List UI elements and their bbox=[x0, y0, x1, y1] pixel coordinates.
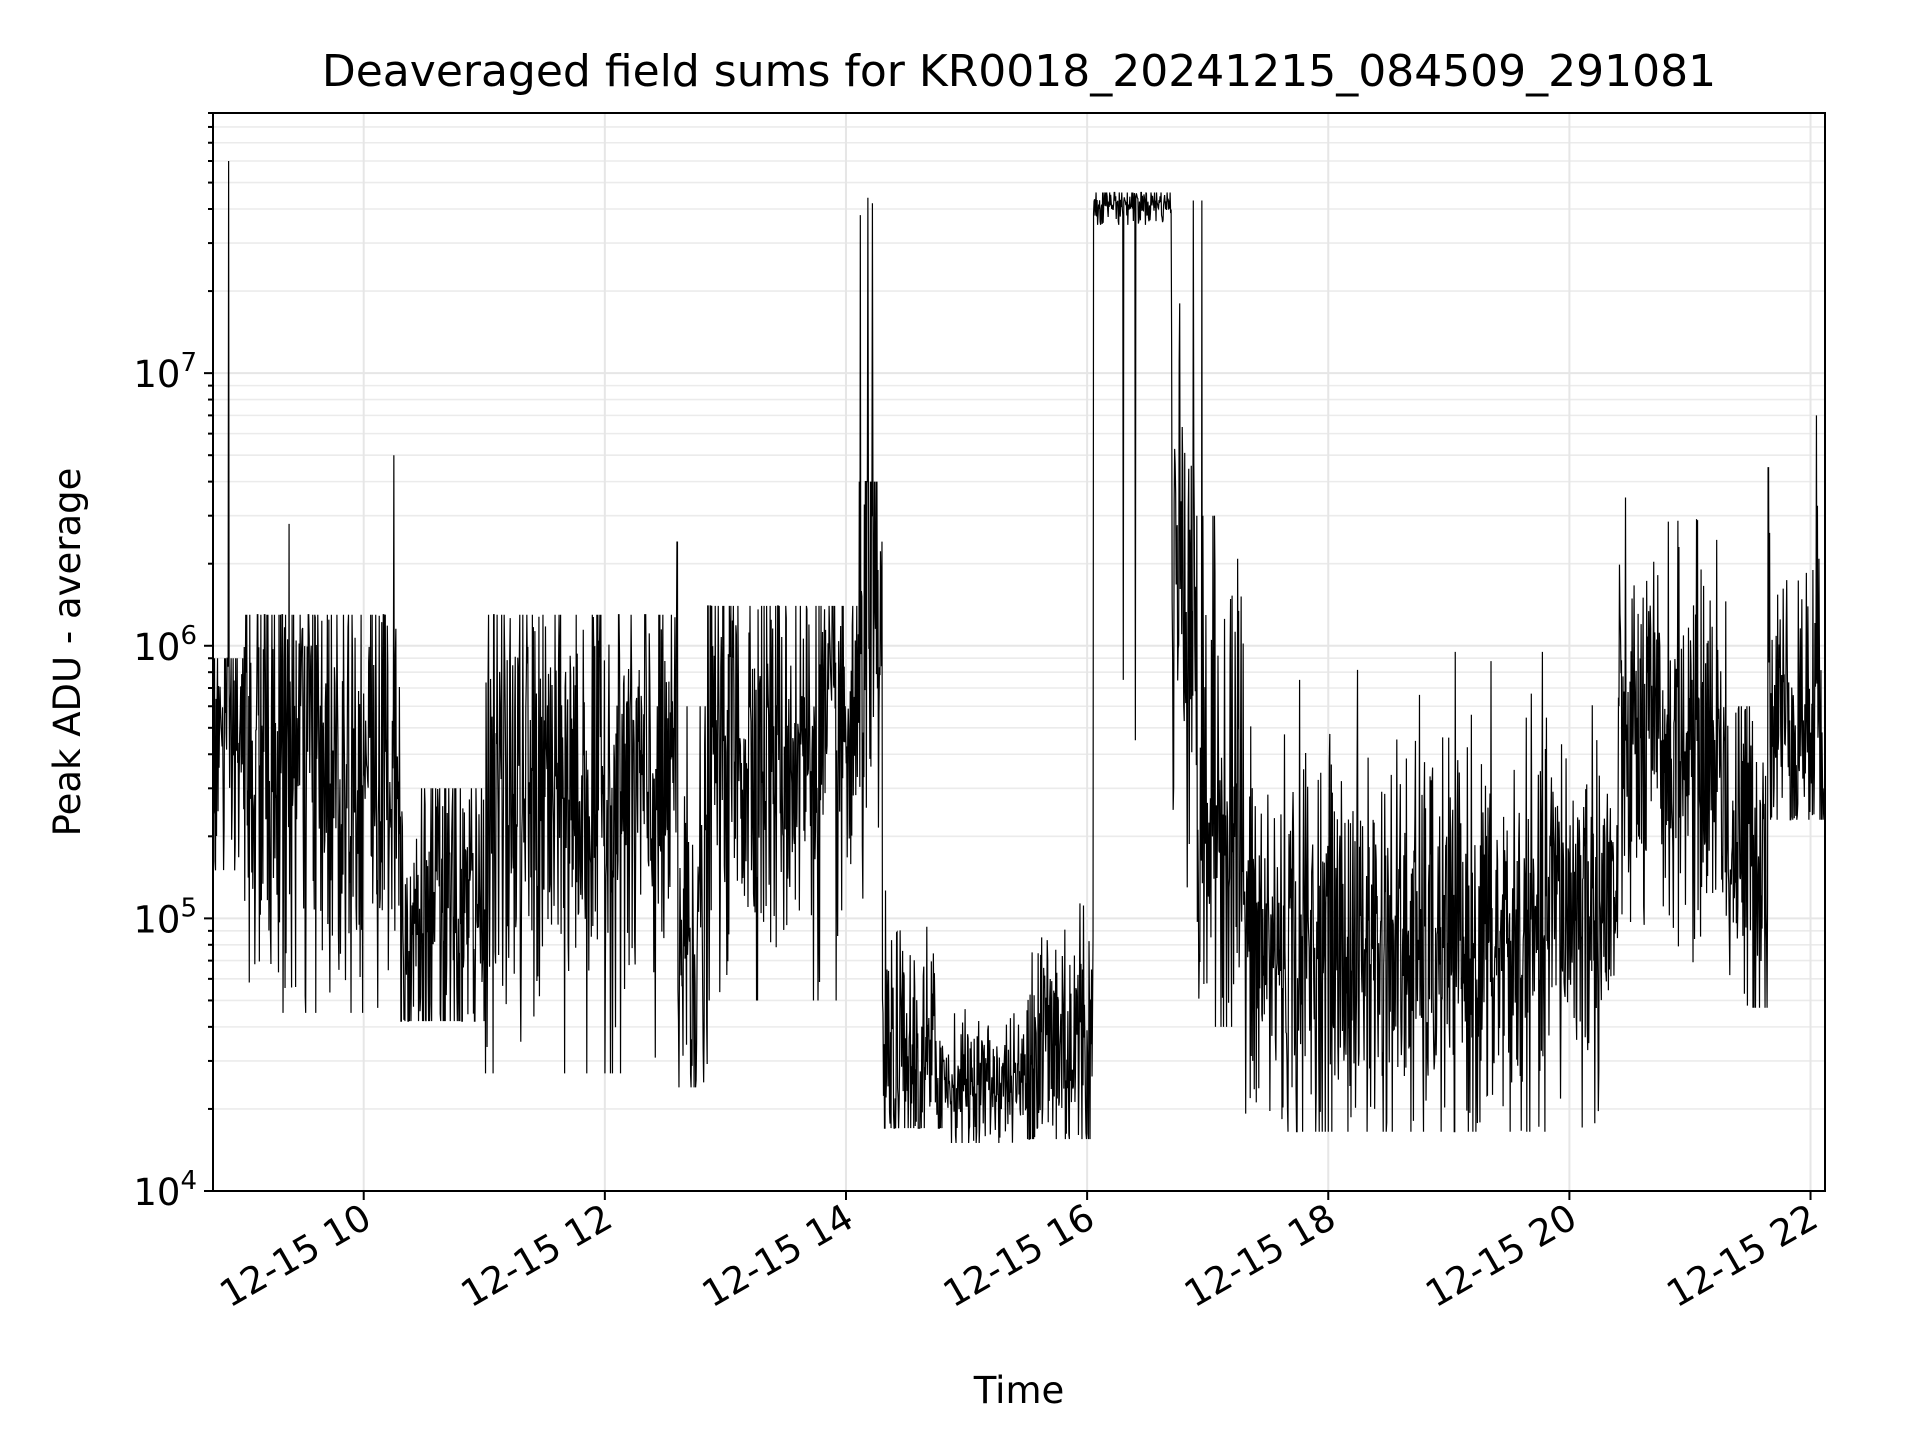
plot-frame bbox=[212, 112, 1826, 1192]
x-tick-label: 12-15 12 bbox=[454, 1196, 620, 1316]
y-axis-label: Peak ADU - average bbox=[46, 468, 89, 837]
x-tick-label: 12-15 22 bbox=[1659, 1196, 1825, 1316]
y-tick-label: 106 bbox=[133, 621, 197, 669]
y-tick-label: 105 bbox=[133, 893, 197, 941]
chart-title: Deaveraged field sums for KR0018_2024121… bbox=[322, 46, 1716, 97]
x-axis-label: Time bbox=[973, 1369, 1065, 1412]
x-tick-label: 12-15 20 bbox=[1418, 1196, 1584, 1316]
series-layer bbox=[212, 161, 1826, 1144]
series-line bbox=[212, 161, 1826, 1144]
x-tick-label: 12-15 14 bbox=[695, 1196, 861, 1316]
x-tick-label: 12-15 16 bbox=[936, 1196, 1102, 1316]
x-tick-label: 12-15 18 bbox=[1177, 1196, 1343, 1316]
y-tick-label: 107 bbox=[133, 348, 197, 396]
y-tick-label: 104 bbox=[133, 1166, 197, 1214]
x-tick-label: 12-15 10 bbox=[213, 1196, 379, 1316]
